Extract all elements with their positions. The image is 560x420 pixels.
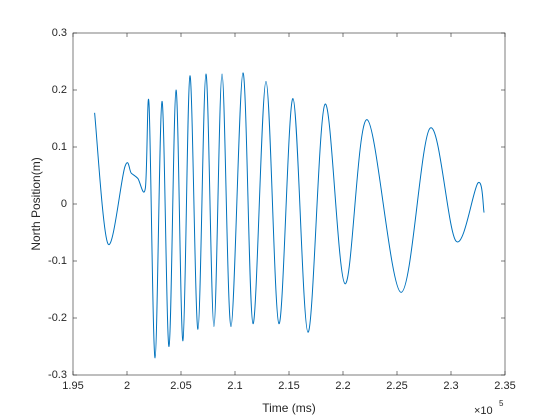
y-axis-label: North Position(m) [29, 157, 43, 250]
data-line [94, 72, 485, 359]
x-tick-label: 2.3 [443, 380, 458, 392]
plot-box [72, 32, 506, 376]
y-tick-label: 0 [61, 198, 67, 210]
x-tick-label: 2.2 [335, 380, 350, 392]
x-tick-label: 2.35 [494, 380, 515, 392]
y-tick-label: -0.1 [48, 255, 67, 267]
y-tick-label: 0.1 [52, 141, 67, 153]
y-tick-label: -0.2 [48, 312, 67, 324]
x-tick-label: 2.25 [386, 380, 407, 392]
y-tick-label: -0.3 [48, 369, 67, 381]
x-axis-label: Time (ms) [262, 401, 316, 415]
x-tick-label: 2 [124, 380, 130, 392]
x-tick-label: 2.05 [170, 380, 191, 392]
x-tick-label: 2.15 [278, 380, 299, 392]
x-tick-label: 1.95 [62, 380, 83, 392]
x-multiplier-exp: 5 [499, 399, 504, 408]
y-tick-label: 0.3 [52, 27, 67, 39]
x-multiplier: ×10 [474, 405, 493, 417]
x-tick-label: 2.1 [227, 380, 242, 392]
y-tick-label: 0.2 [52, 84, 67, 96]
